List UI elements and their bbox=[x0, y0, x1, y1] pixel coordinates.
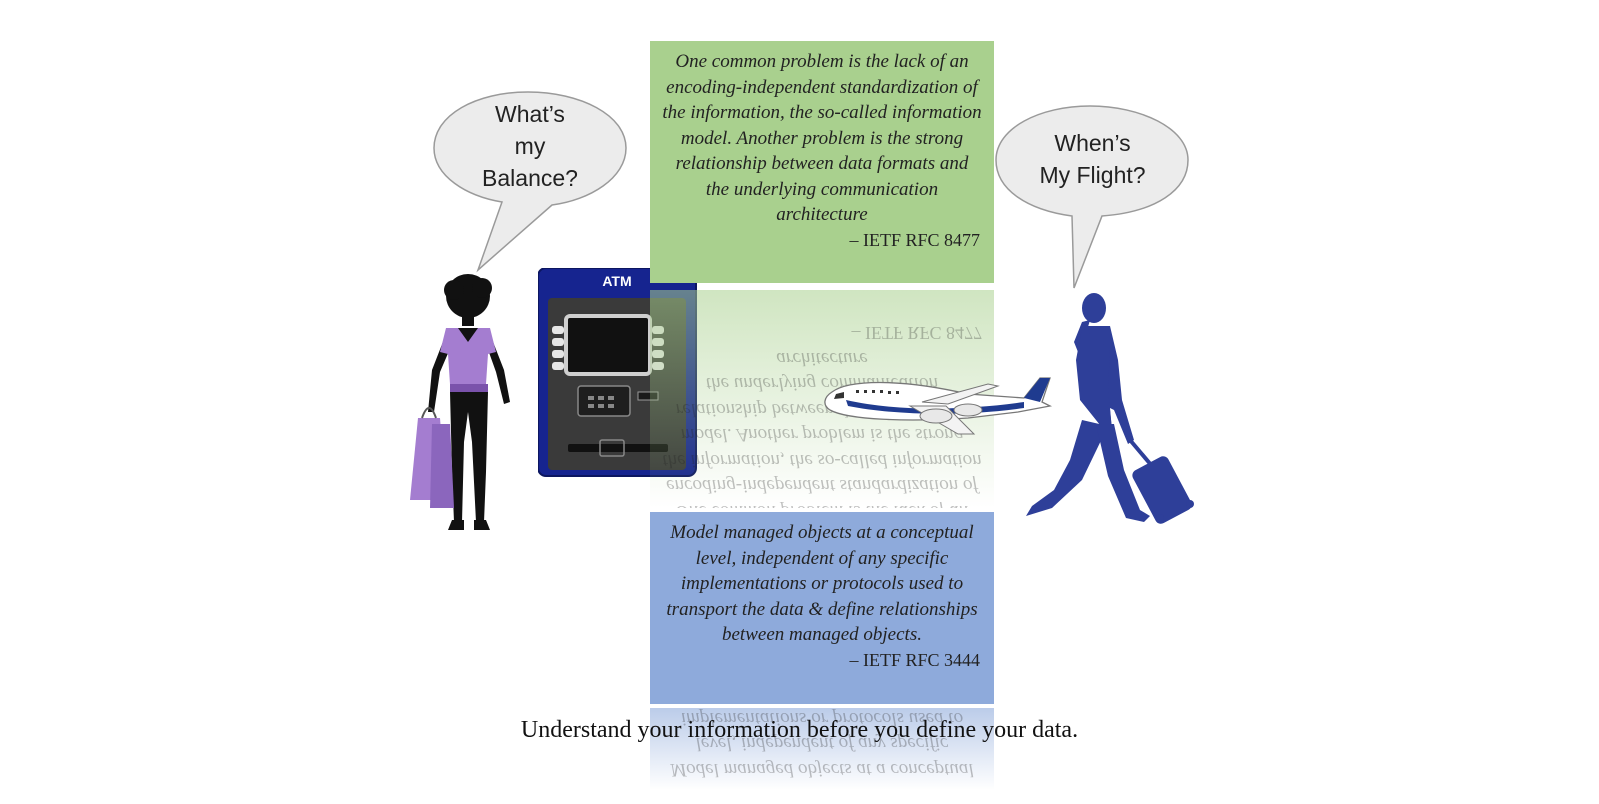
traveler-icon bbox=[1026, 293, 1194, 524]
quote-text-rfc3444: Model managed objects at a conceptual le… bbox=[666, 522, 978, 645]
atm-label: ATM bbox=[602, 273, 632, 289]
speech-bubble-left-icon bbox=[433, 91, 627, 273]
bubble-right-line2: My Flight? bbox=[1039, 162, 1146, 188]
woman-shopper-icon bbox=[410, 274, 510, 530]
atm-icon bbox=[538, 268, 697, 477]
reflection-citation-rfc8477: – IETF RFC 8477 bbox=[851, 323, 982, 344]
quote-box-rfc8477: One common problem is the lack of an enc… bbox=[650, 41, 994, 283]
airplane-icon bbox=[824, 377, 1053, 435]
bubble-right-line1: When’s bbox=[1054, 130, 1131, 156]
quote-citation-rfc8477: – IETF RFC 8477 bbox=[849, 229, 980, 250]
quote-citation-rfc3444: – IETF RFC 3444 bbox=[849, 649, 980, 670]
bubble-left-text: What’s my Balance? bbox=[455, 98, 605, 194]
caption-text: Understand your information before you d… bbox=[520, 717, 1079, 743]
speech-bubble-right-icon bbox=[995, 105, 1189, 289]
bubble-left-line3: Balance? bbox=[482, 165, 578, 191]
bubble-right-text: When’s My Flight? bbox=[1015, 127, 1170, 191]
quote-box-rfc3444: Model managed objects at a conceptual le… bbox=[650, 512, 994, 704]
bubble-left-line2: my bbox=[514, 133, 546, 159]
bubble-left-line1: What’s bbox=[495, 101, 565, 127]
quote-text-rfc8477: One common problem is the lack of an enc… bbox=[662, 51, 982, 225]
